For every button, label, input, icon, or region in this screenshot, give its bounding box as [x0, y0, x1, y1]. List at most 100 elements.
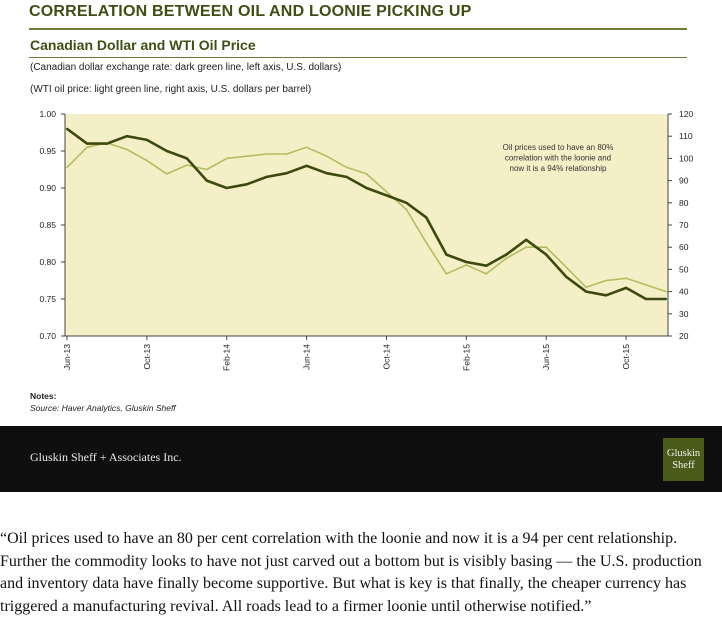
cad-point — [225, 186, 228, 190]
cad-point — [545, 253, 548, 256]
cad-point — [65, 127, 69, 130]
footer-bar: Gluskin Sheff + Associates Inc. Gluskin … — [0, 426, 722, 492]
left-axis-description: (Canadian dollar exchange rate: dark gre… — [30, 62, 342, 73]
oil-point — [525, 246, 528, 248]
left-tick-label: 0.85 — [39, 220, 56, 230]
cad-point — [185, 157, 188, 160]
right-tick-label: 90 — [679, 176, 689, 186]
headline: CORRELATION BETWEEN OIL AND LOONIE PICKI… — [29, 3, 472, 20]
chart-annotation: now it is a 94% relationship — [510, 164, 607, 173]
cad-point — [445, 253, 448, 256]
cad-point — [425, 216, 428, 219]
cad-point — [585, 290, 588, 293]
left-tick-label: 0.80 — [39, 257, 56, 267]
oil-point — [645, 284, 647, 286]
oil-point — [186, 164, 188, 166]
oil-point — [405, 208, 408, 211]
right-axis-description: (WTI oil price: light green line, right … — [30, 84, 312, 95]
notes-label: Notes: — [30, 391, 57, 401]
oil-point — [385, 190, 388, 193]
oil-point — [445, 273, 448, 275]
oil-point — [86, 146, 88, 149]
notes: Notes: Source: Haver Analytics, Gluskin … — [30, 390, 176, 414]
left-tick-label: 0.95 — [39, 146, 56, 156]
oil-point — [365, 173, 368, 175]
cad-point — [565, 275, 568, 278]
cad-point — [105, 142, 109, 145]
x-tick-label: Feb-14 — [222, 344, 232, 371]
oil-point — [665, 290, 667, 293]
chart-annotation: correlation with the loonie and — [505, 154, 611, 163]
cad-point — [285, 172, 288, 175]
right-tick-label: 70 — [679, 220, 689, 230]
oil-point — [305, 146, 308, 149]
cad-point — [205, 179, 208, 182]
x-tick-label: Feb-15 — [461, 344, 471, 371]
oil-point — [265, 153, 268, 155]
title-rule — [29, 57, 687, 58]
left-tick-label: 0.70 — [39, 331, 56, 341]
cad-point — [525, 238, 528, 241]
cad-point — [125, 135, 129, 138]
right-tick-label: 30 — [679, 309, 689, 319]
headline-rule — [29, 28, 687, 30]
left-tick-label: 0.90 — [39, 183, 56, 193]
x-tick-label: Jun-13 — [62, 344, 72, 370]
cad-point — [605, 294, 608, 297]
right-tick-label: 20 — [679, 331, 689, 341]
oil-point — [126, 148, 128, 151]
oil-point — [225, 157, 228, 160]
oil-point — [325, 155, 328, 157]
oil-point — [605, 279, 607, 282]
oil-point — [545, 246, 548, 248]
cad-point — [485, 264, 488, 267]
oil-point — [425, 241, 428, 244]
oil-point — [485, 273, 488, 275]
logo-line-1: Gluskin — [666, 447, 701, 459]
x-tick-label: Jun-15 — [541, 344, 551, 370]
line-chart: 0.70 0.75 0.80 0.85 0.90 0.95 1.00 20 30 40 50 60 70… — [39, 109, 693, 371]
cad-point — [505, 253, 508, 256]
chart-annotation: Oil prices used to have an 80% — [503, 143, 614, 152]
oil-point — [245, 155, 248, 157]
right-tick-label: 80 — [679, 198, 689, 208]
oil-point — [585, 286, 587, 288]
company-name: Gluskin Sheff + Associates Inc. — [30, 450, 182, 464]
x-tick-label: Oct-15 — [621, 344, 631, 370]
x-tick-label: Jun-14 — [302, 344, 312, 370]
oil-point — [166, 173, 168, 175]
cad-point — [145, 138, 148, 141]
oil-point — [625, 277, 627, 280]
cad-point — [405, 201, 408, 204]
cad-point — [345, 175, 348, 178]
x-tick-label: Oct-13 — [142, 344, 152, 370]
x-tick-label: Oct-14 — [381, 344, 391, 370]
oil-point — [205, 168, 208, 171]
oil-point — [66, 166, 68, 169]
cad-point — [644, 297, 648, 301]
cad-point — [365, 186, 368, 190]
cad-point — [245, 183, 248, 186]
oil-point — [146, 159, 148, 162]
left-tick-label: 1.00 — [39, 109, 56, 119]
cad-point — [624, 286, 628, 289]
chart-title: Canadian Dollar and WTI Oil Price — [30, 37, 256, 53]
right-tick-label: 50 — [679, 264, 689, 274]
oil-point — [285, 153, 288, 155]
oil-point — [345, 166, 348, 169]
cad-point — [664, 297, 668, 301]
cad-point — [165, 149, 168, 153]
oil-point — [465, 264, 468, 266]
oil-point — [505, 257, 508, 260]
right-tick-label: 120 — [679, 109, 693, 119]
cad-point — [325, 172, 328, 175]
cad-point — [385, 194, 388, 197]
cad-point — [305, 164, 308, 167]
company-logo: Gluskin Sheff — [663, 438, 704, 481]
quote-paragraph: “Oil prices used to have an 80 per cent … — [0, 530, 702, 615]
left-tick-label: 0.75 — [39, 294, 56, 304]
right-tick-label: 100 — [679, 153, 693, 163]
chart-slide: CORRELATION BETWEEN OIL AND LOONIE PICKI… — [0, 3, 722, 492]
cad-point — [265, 175, 268, 178]
cad-point — [465, 260, 468, 264]
